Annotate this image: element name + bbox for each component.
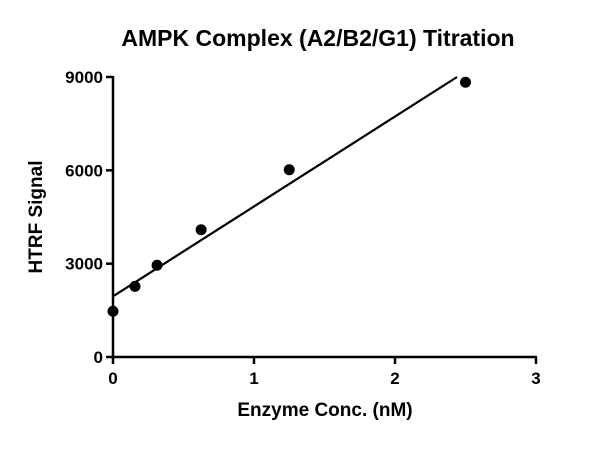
x-axis-label: Enzyme Conc. (nM) (237, 400, 412, 421)
data-marks (107, 76, 471, 317)
data-point (129, 280, 141, 292)
data-point (460, 76, 471, 88)
chart-title: AMPK Complex (A2/B2/G1) Titration (121, 25, 514, 51)
axes: 0 1 2 3 0 3000 6000 9000 (65, 68, 541, 388)
fit-line (112, 76, 458, 298)
x-tick-label: 0 (108, 369, 117, 388)
data-point (151, 259, 163, 271)
y-tick-label: 6000 (65, 161, 103, 180)
x-tick-label: 3 (531, 369, 540, 388)
data-point (283, 164, 295, 176)
x-tick-label: 2 (390, 369, 399, 388)
data-point (107, 305, 119, 317)
data-point (195, 224, 207, 236)
y-axis-label: HTRF Signal (26, 161, 47, 274)
y-tick-label: 9000 (65, 68, 103, 87)
y-tick-label: 3000 (65, 255, 103, 274)
y-tick-label: 0 (94, 348, 103, 367)
x-tick-label: 1 (249, 369, 258, 388)
